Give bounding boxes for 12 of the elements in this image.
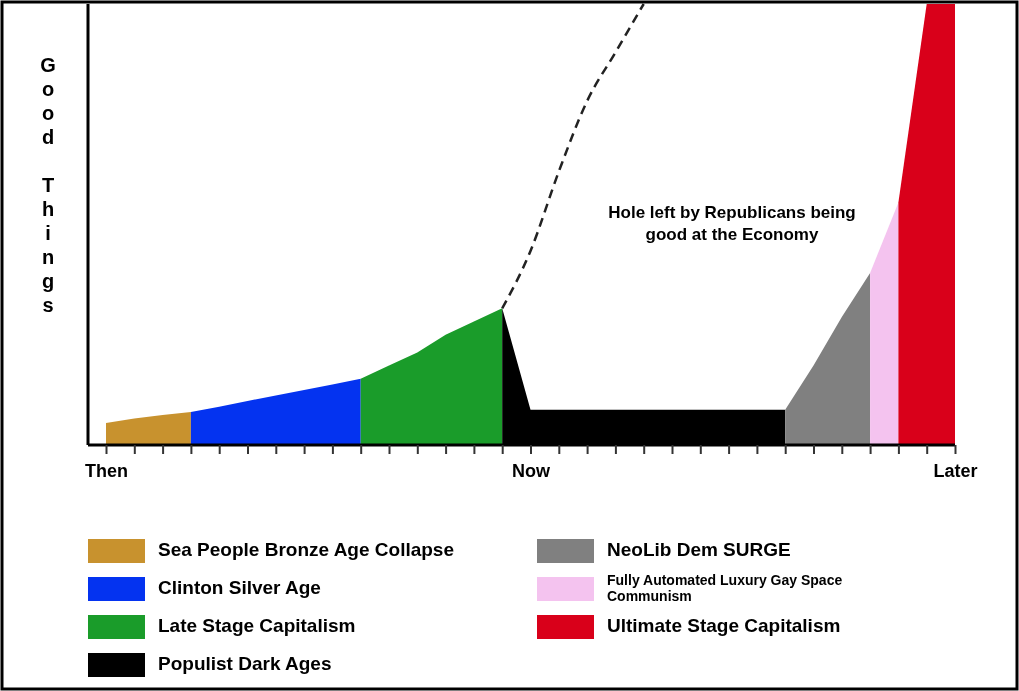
legend-label: NeoLib Dem SURGE	[607, 539, 791, 561]
x-tick-label: Later	[933, 460, 978, 481]
legend-label: Ultimate Stage Capitalism	[607, 615, 841, 637]
legend-label: Sea People Bronze Age Collapse	[158, 539, 454, 561]
legend-label: Fully Automated Luxury Gay Space Communism	[607, 572, 843, 604]
x-tick-label: Now	[512, 460, 551, 481]
text: Good Things	[40, 54, 56, 316]
legend-label: Populist Dark Ages	[158, 653, 332, 675]
annotation: Hole left by Republicans being good at the Economy	[608, 203, 856, 244]
legend-label: Late Stage Capitalism	[158, 615, 356, 637]
legend-label: Clinton Silver Age	[158, 577, 321, 599]
x-tick-label: Then	[85, 460, 128, 481]
